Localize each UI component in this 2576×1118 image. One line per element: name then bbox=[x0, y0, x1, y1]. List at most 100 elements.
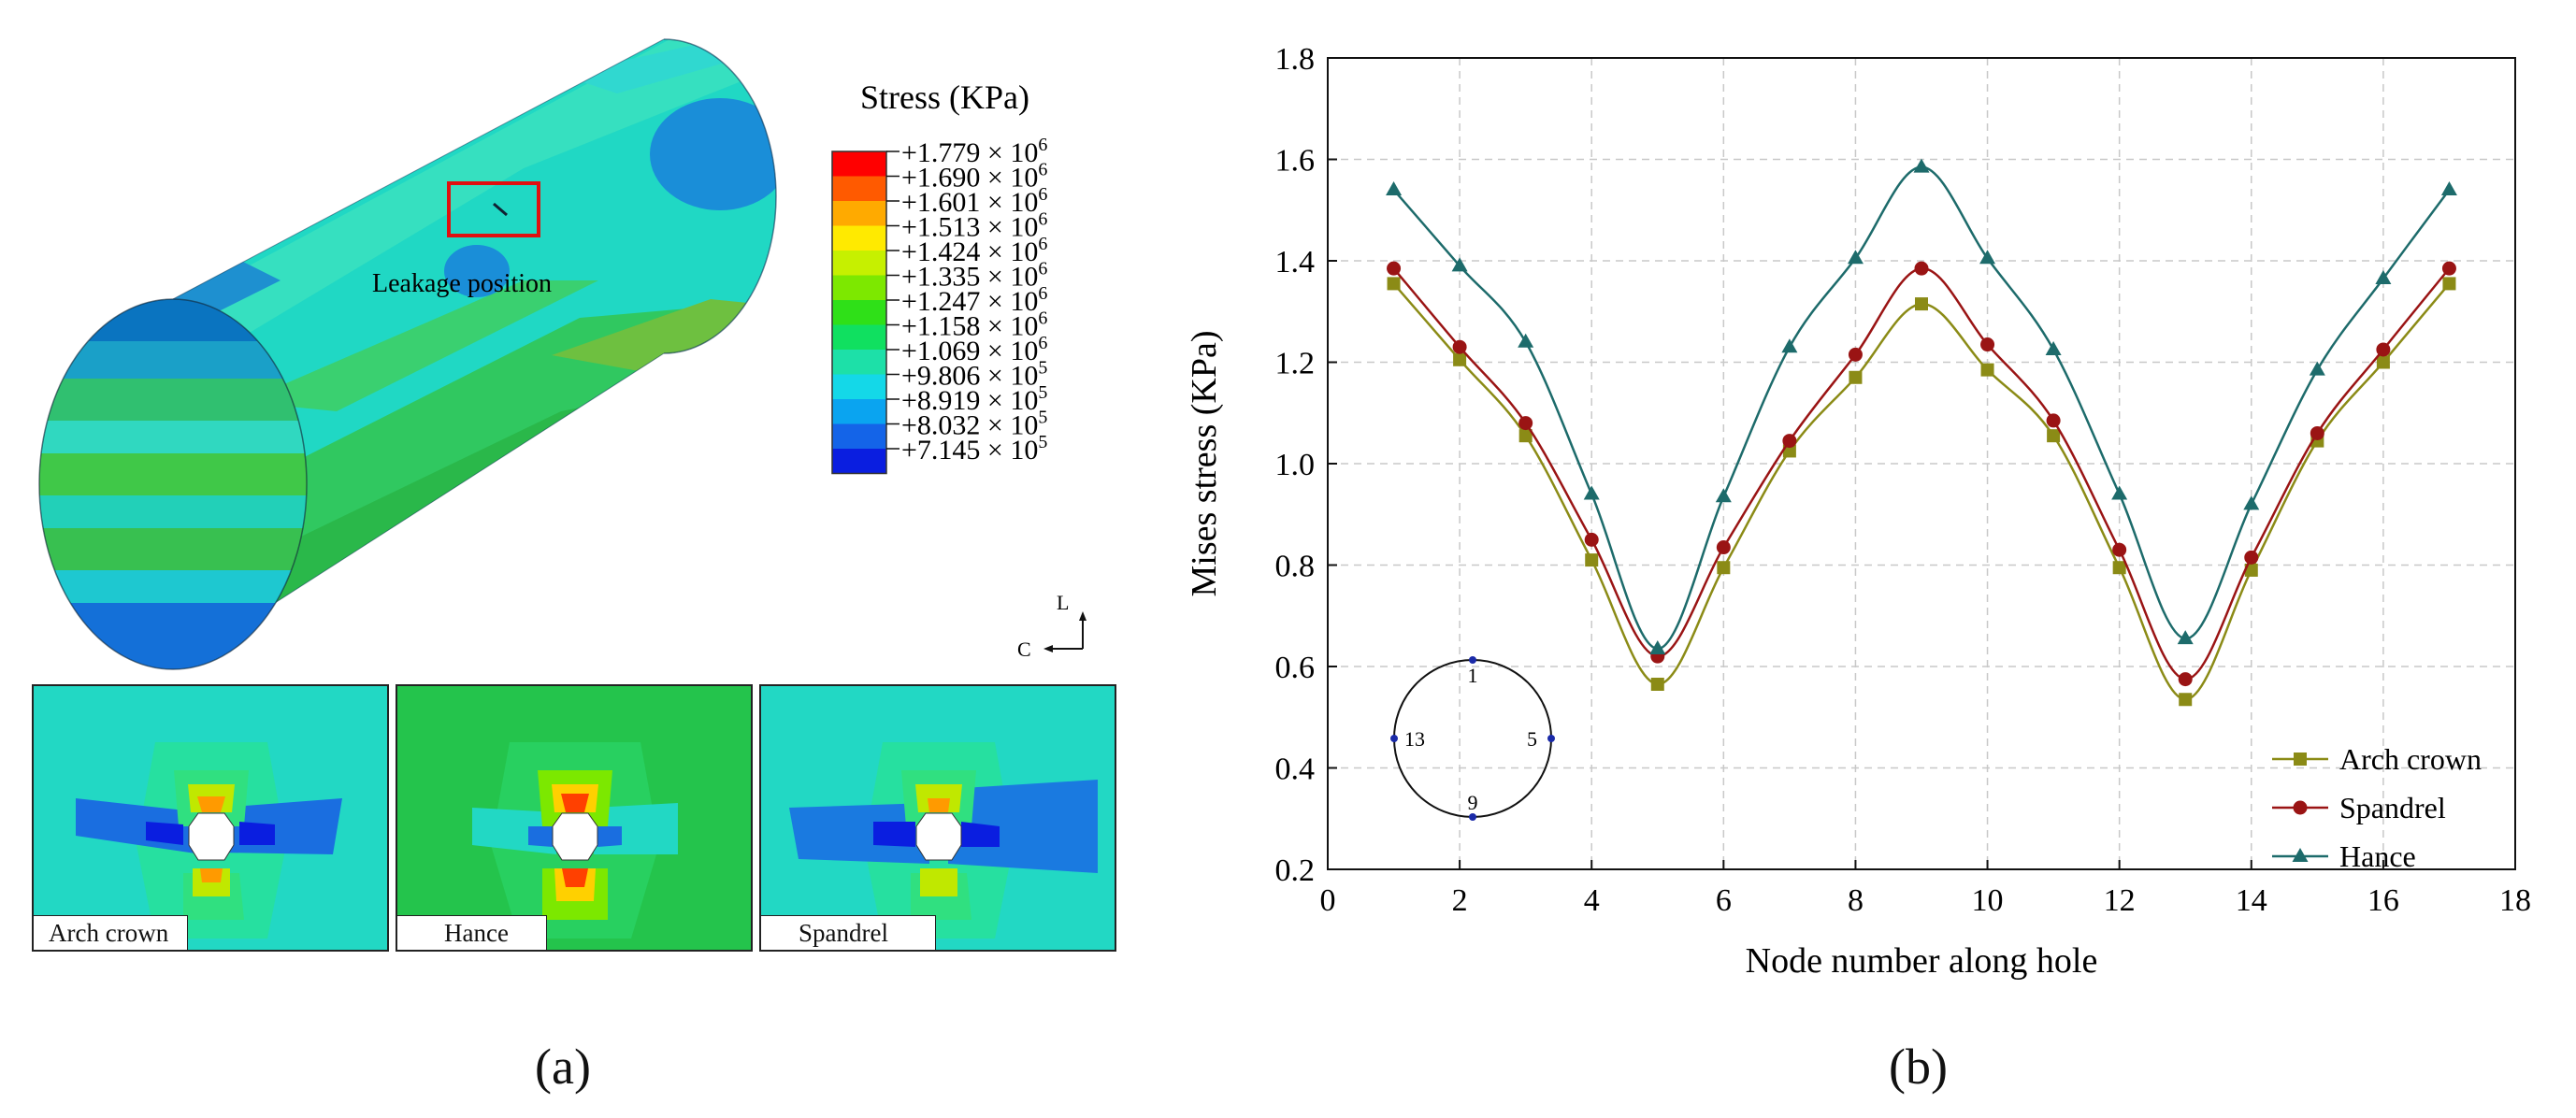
leakage-position-label: Leakage position bbox=[372, 269, 552, 298]
inset-arch-crown: Arch crown bbox=[32, 684, 389, 952]
inset-label-arch-crown: Arch crown bbox=[34, 915, 189, 950]
data-point-arch-crown bbox=[1387, 277, 1401, 291]
data-point-hance bbox=[1979, 250, 1996, 265]
legend-swatch bbox=[832, 374, 886, 399]
data-point-spandrel bbox=[1584, 532, 1599, 547]
x-tick-label: 4 bbox=[1584, 883, 1600, 918]
legend-value: +1.690 × 106 bbox=[901, 160, 1047, 194]
y-axis-label: Mises stress (KPa) bbox=[1185, 331, 1224, 597]
x-tick-label: 0 bbox=[1320, 883, 1336, 918]
legend-swatch bbox=[832, 350, 886, 375]
legend-swatch bbox=[832, 225, 886, 251]
x-tick-label: 6 bbox=[1716, 883, 1732, 918]
x-tick-label: 16 bbox=[2367, 883, 2399, 918]
data-point-arch-crown bbox=[2244, 563, 2258, 577]
data-point-hance bbox=[1715, 488, 1732, 503]
legend-value: +1.424 × 106 bbox=[901, 234, 1047, 267]
data-point-spandrel bbox=[1980, 337, 1995, 352]
legend-label-spandrel: Spandrel bbox=[2339, 791, 2446, 824]
y-tick-label: 0.2 bbox=[1275, 853, 1316, 888]
data-point-spandrel bbox=[2046, 413, 2061, 428]
legend-marker-spandrel bbox=[2293, 800, 2308, 815]
stress-color-legend: Stress (KPa) +1.779 × 106+1.690 × 106+1.… bbox=[831, 79, 1047, 475]
x-tick-label: 12 bbox=[2104, 883, 2136, 918]
data-point-hance bbox=[1847, 250, 1864, 265]
data-point-arch-crown bbox=[2376, 355, 2390, 369]
legend-marker-hance bbox=[2292, 848, 2309, 862]
x-tick-label: 10 bbox=[1972, 883, 2004, 918]
series-line-spandrel bbox=[1392, 266, 2451, 681]
data-point-arch-crown bbox=[2442, 277, 2456, 291]
y-tick-label: 0.6 bbox=[1275, 651, 1316, 685]
data-point-arch-crown bbox=[1849, 370, 1863, 384]
panel-a-label: (a) bbox=[535, 1039, 591, 1095]
legend-value: +1.513 × 106 bbox=[901, 209, 1047, 243]
node-13-label: 13 bbox=[1404, 727, 1425, 751]
legend-value: +1.247 × 106 bbox=[901, 283, 1047, 317]
data-point-hance bbox=[2111, 485, 2128, 500]
node-9-label: 9 bbox=[1468, 791, 1478, 814]
x-tick-label: 2 bbox=[1452, 883, 1468, 918]
legend-value: +8.032 × 105 bbox=[901, 408, 1047, 441]
mises-stress-chart: 0 2 4 6 8 10 12 14 16 18 0.2 0.4 0.6 0.8 1.0 1.2 1.4 1.6 1… bbox=[1185, 42, 2531, 981]
x-tick-label: 14 bbox=[2236, 883, 2267, 918]
axis-l-label: L bbox=[1057, 591, 1069, 614]
data-point-arch-crown bbox=[1650, 677, 1664, 691]
legend-title: Stress (KPa) bbox=[860, 79, 1029, 116]
y-tick-label: 0.4 bbox=[1275, 752, 1316, 787]
data-point-hance bbox=[1518, 333, 1534, 348]
y-tick-label: 1.2 bbox=[1275, 347, 1316, 381]
legend-value: +1.158 × 106 bbox=[901, 308, 1047, 342]
data-point-spandrel bbox=[2112, 542, 2127, 557]
data-point-arch-crown bbox=[1518, 429, 1533, 443]
series-line-hance bbox=[1392, 165, 2451, 651]
legend-label-hance: Hance bbox=[2339, 839, 2416, 873]
legend-value: +8.919 × 105 bbox=[901, 382, 1047, 416]
data-point-spandrel bbox=[2244, 550, 2259, 565]
legend-value: +1.335 × 106 bbox=[901, 259, 1047, 293]
legend-value: +1.601 × 106 bbox=[901, 184, 1047, 218]
y-tick-label: 1.6 bbox=[1275, 144, 1316, 179]
legend-swatch bbox=[832, 399, 886, 424]
data-point-arch-crown bbox=[1585, 553, 1599, 567]
panel-a: Leakage position L C Stress (KPa) +1.779… bbox=[0, 0, 1141, 1118]
data-point-spandrel bbox=[2376, 342, 2391, 357]
data-point-hance bbox=[2243, 495, 2260, 510]
panel-b: 0 2 4 6 8 10 12 14 16 18 0.2 0.4 0.6 0.8 1.0 1.2 1.4 1.6 1… bbox=[1159, 0, 2576, 1118]
data-point-spandrel bbox=[1848, 347, 1863, 362]
inset-label-spandrel: Spandrel bbox=[761, 915, 936, 950]
node-1-label: 1 bbox=[1468, 664, 1478, 687]
legend-value: +1.779 × 106 bbox=[901, 135, 1047, 168]
data-point-hance bbox=[1451, 257, 1468, 272]
y-tick-label: 0.8 bbox=[1275, 550, 1316, 584]
data-point-arch-crown bbox=[1717, 561, 1731, 575]
inset-hance: Hance bbox=[396, 684, 753, 952]
node-diagram-inset: 1 5 9 13 bbox=[1390, 656, 1555, 821]
data-point-spandrel bbox=[1452, 339, 1467, 354]
legend-swatch bbox=[832, 251, 886, 276]
node-9-point bbox=[1469, 813, 1476, 821]
data-point-spandrel bbox=[1782, 434, 1797, 449]
legend-value: +9.806 × 105 bbox=[901, 358, 1047, 392]
data-point-hance bbox=[2177, 630, 2194, 645]
legend-value: +1.069 × 106 bbox=[901, 333, 1047, 366]
data-point-arch-crown bbox=[1453, 352, 1467, 366]
data-point-hance bbox=[2440, 181, 2457, 196]
inset-label-hance: Hance bbox=[397, 915, 547, 950]
data-point-hance bbox=[1583, 485, 1600, 500]
data-point-spandrel bbox=[1914, 261, 1929, 276]
legend-marker-arch-crown bbox=[2294, 752, 2307, 766]
data-point-hance bbox=[1913, 158, 1930, 173]
data-point-arch-crown bbox=[1980, 363, 1994, 377]
x-axis-label: Node number along hole bbox=[1746, 941, 2098, 981]
node-1-point bbox=[1469, 656, 1476, 664]
y-tick-label: 1.0 bbox=[1275, 448, 1316, 482]
legend-swatch bbox=[832, 176, 886, 201]
data-point-hance bbox=[1649, 640, 1666, 655]
x-tick-label: 18 bbox=[2499, 883, 2531, 918]
data-point-arch-crown bbox=[2047, 429, 2061, 443]
data-point-spandrel bbox=[2178, 672, 2193, 687]
data-point-hance bbox=[1386, 181, 1403, 196]
legend-swatch bbox=[832, 300, 886, 325]
data-point-arch-crown bbox=[2112, 561, 2126, 575]
